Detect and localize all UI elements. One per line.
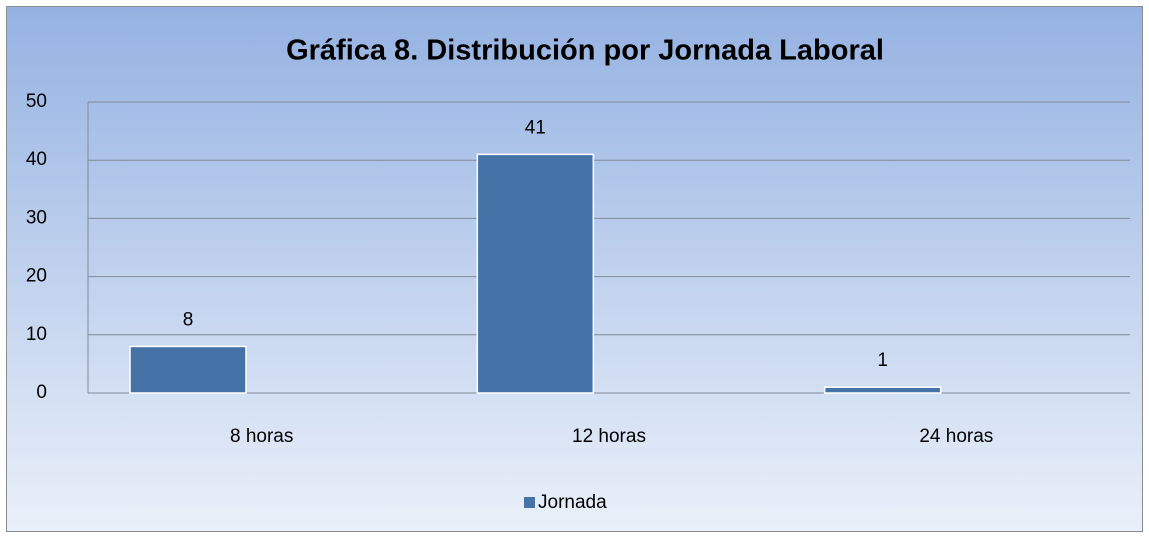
x-tick-label: 8 horas [230,426,293,447]
x-tick-label: 24 horas [919,426,993,447]
bar [823,386,942,394]
y-tick-label: 50 [26,91,47,112]
y-tick-label: 10 [26,324,47,345]
y-tick-label: 30 [26,207,47,228]
x-tick-label: 12 horas [572,426,646,447]
y-tick-label: 20 [26,266,47,287]
chart-title: Gráfica 8. Distribución por Jornada Labo… [286,35,884,67]
data-label: 41 [525,117,546,138]
y-tick-label: 0 [36,382,47,403]
legend-swatch [524,497,535,508]
y-tick-label: 40 [26,149,47,170]
bar [476,153,595,394]
data-label: 8 [183,309,194,330]
bar [129,345,247,394]
legend-label: Jornada [538,492,607,513]
data-label: 1 [877,350,888,371]
